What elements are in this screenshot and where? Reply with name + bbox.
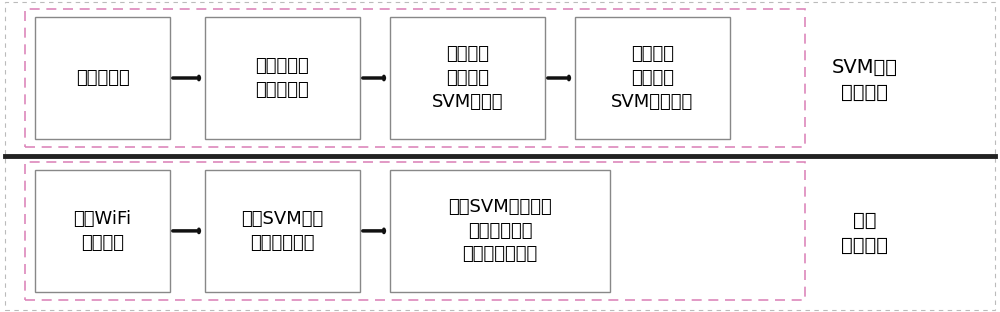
Text: 采集WiFi
信号指纹: 采集WiFi 信号指纹 [73,210,132,252]
Text: 实时
定位阶段: 实时 定位阶段 [842,210,889,255]
Bar [390,170,610,292]
Bar [390,17,545,139]
Bar [25,162,805,300]
Text: 创建子区域
信号指纹库: 创建子区域 信号指纹库 [256,57,309,99]
Bar [575,17,730,139]
Text: 通过SVM回归模型
估计在已确定
子区域中的坐标: 通过SVM回归模型 估计在已确定 子区域中的坐标 [448,198,552,263]
Text: 训练各个
子区域的
SVM回归模型: 训练各个 子区域的 SVM回归模型 [611,46,694,110]
Bar [205,17,360,139]
Bar [25,9,805,147]
Text: 子区域划分: 子区域划分 [76,69,129,87]
Bar [205,170,360,292]
Bar [35,170,170,292]
Bar [35,17,170,139]
Text: SVM模型
训练阶段: SVM模型 训练阶段 [832,57,898,102]
Text: 训练各个
子区域的
SVM分类器: 训练各个 子区域的 SVM分类器 [432,46,503,110]
Text: 通过SVM分类
器确定子区域: 通过SVM分类 器确定子区域 [241,210,324,252]
